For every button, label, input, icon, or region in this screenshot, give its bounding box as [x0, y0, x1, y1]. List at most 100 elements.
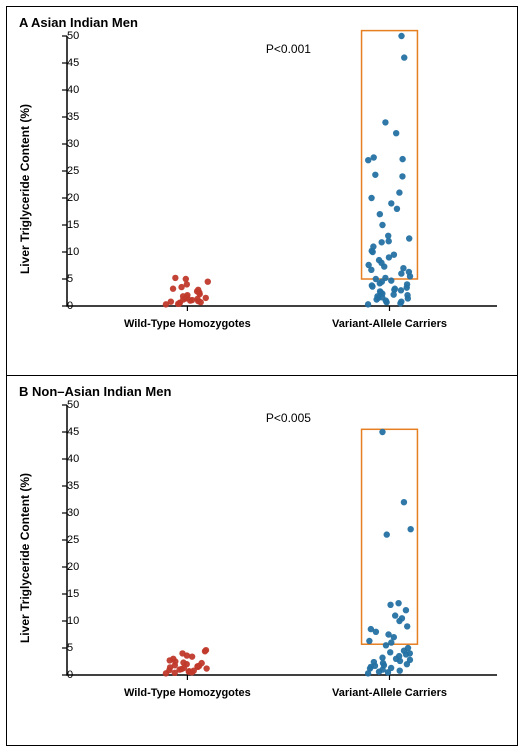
- plot-area: Liver Triglyceride Content (%)0510152025…: [17, 403, 507, 713]
- data-point: [399, 615, 405, 621]
- data-point: [365, 301, 371, 307]
- ytick-label: 20: [67, 192, 71, 204]
- ytick-label: 25: [67, 534, 71, 546]
- data-point: [183, 276, 189, 282]
- plot-area: Liver Triglyceride Content (%)0510152025…: [17, 34, 507, 344]
- data-point: [398, 298, 404, 304]
- data-point: [376, 257, 382, 263]
- data-point: [371, 154, 377, 160]
- data-point: [400, 265, 406, 271]
- ytick-label: 10: [67, 246, 71, 258]
- ytick-label: 40: [67, 453, 71, 465]
- data-point: [168, 298, 174, 304]
- data-point: [403, 607, 409, 613]
- ytick-label: 35: [67, 480, 71, 492]
- data-point: [396, 653, 402, 659]
- p-value-text: P<0.005: [266, 411, 311, 425]
- data-point: [377, 211, 383, 217]
- x-label-variant: Variant-Allele Carriers: [332, 687, 447, 699]
- data-point: [366, 638, 372, 644]
- data-point: [388, 277, 394, 283]
- data-point: [369, 282, 375, 288]
- data-point: [395, 600, 401, 606]
- data-point: [382, 119, 388, 125]
- data-point: [404, 281, 410, 287]
- data-point: [384, 531, 390, 537]
- data-point: [179, 650, 185, 656]
- data-point: [392, 286, 398, 292]
- y-axis-label: Liver Triglyceride Content (%): [18, 104, 32, 274]
- ytick-label: 15: [67, 588, 71, 600]
- data-point: [365, 262, 371, 268]
- data-point: [379, 429, 385, 435]
- data-point: [371, 659, 377, 665]
- data-point: [406, 235, 412, 241]
- data-point: [401, 499, 407, 505]
- data-point: [189, 653, 195, 659]
- data-point: [370, 243, 376, 249]
- x-label-wild-type: Wild-Type Homozygotes: [124, 687, 251, 699]
- data-point: [398, 33, 404, 39]
- data-point: [379, 655, 385, 661]
- data-point: [170, 286, 176, 292]
- ytick-label: 50: [67, 399, 71, 411]
- data-point: [404, 292, 410, 298]
- data-point: [399, 156, 405, 162]
- data-point: [170, 656, 176, 662]
- data-point: [396, 189, 402, 195]
- x-label-wild-type: Wild-Type Homozygotes: [124, 318, 251, 330]
- data-point: [205, 279, 211, 285]
- data-point: [393, 130, 399, 136]
- p-value-text: P<0.001: [266, 42, 311, 56]
- data-point: [399, 173, 405, 179]
- data-point: [387, 602, 393, 608]
- data-point: [391, 252, 397, 258]
- data-point: [398, 287, 404, 293]
- data-point: [385, 631, 391, 637]
- data-point: [368, 195, 374, 201]
- panels-container: A Asian Indian MenLiver Triglyceride Con…: [6, 6, 518, 746]
- data-point: [379, 222, 385, 228]
- data-point: [203, 647, 209, 653]
- ytick-label: 10: [67, 615, 71, 627]
- data-point: [180, 659, 186, 665]
- ytick-label: 5: [67, 273, 71, 285]
- data-point: [392, 612, 398, 618]
- x-label-variant: Variant-Allele Carriers: [332, 318, 447, 330]
- ytick-label: 20: [67, 561, 71, 573]
- data-point: [372, 172, 378, 178]
- ytick-label: 30: [67, 507, 71, 519]
- data-point: [405, 645, 411, 651]
- ytick-label: 35: [67, 111, 71, 123]
- panel-title: B Non–Asian Indian Men: [19, 384, 507, 399]
- data-point: [401, 54, 407, 60]
- panel-B: B Non–Asian Indian Men Liver Triglyceride…: [6, 376, 518, 746]
- ytick-label: 45: [67, 426, 71, 438]
- data-point: [404, 623, 410, 629]
- data-point: [388, 665, 394, 671]
- data-point: [368, 626, 374, 632]
- data-point: [172, 275, 178, 281]
- data-point: [394, 206, 400, 212]
- data-point: [195, 287, 201, 293]
- ytick-label: 25: [67, 165, 71, 177]
- data-point: [184, 292, 190, 298]
- data-point: [388, 200, 394, 206]
- data-point: [387, 649, 393, 655]
- data-point: [184, 281, 190, 287]
- chart-svg: [67, 405, 497, 681]
- data-point: [365, 157, 371, 163]
- figure-container: A Asian Indian MenLiver Triglyceride Con…: [0, 0, 524, 749]
- ytick-label: 5: [67, 642, 71, 654]
- ytick-label: 45: [67, 57, 71, 69]
- y-axis-label: Liver Triglyceride Content (%): [18, 473, 32, 643]
- data-point: [380, 660, 386, 666]
- data-point: [203, 665, 209, 671]
- ytick-label: 40: [67, 84, 71, 96]
- ytick-label: 15: [67, 219, 71, 231]
- panel-A: A Asian Indian MenLiver Triglyceride Con…: [6, 6, 518, 376]
- data-point: [407, 657, 413, 663]
- data-point: [407, 526, 413, 532]
- data-point: [377, 288, 383, 294]
- data-point: [406, 269, 412, 275]
